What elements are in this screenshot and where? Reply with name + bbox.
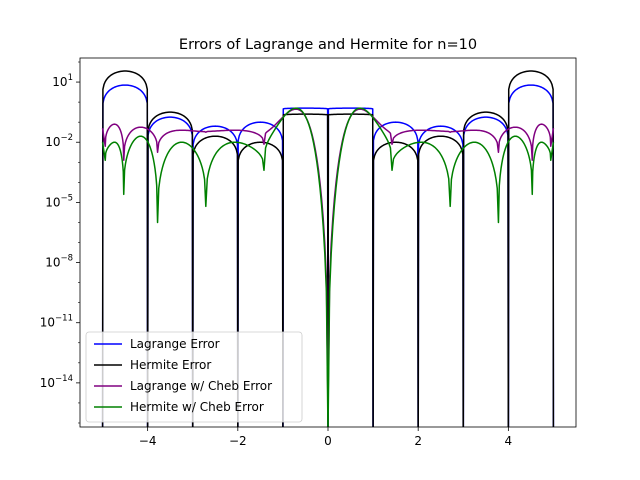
series-layer bbox=[101, 70, 555, 427]
legend: Lagrange Error Hermite Error Lagrange w/ C… bbox=[85, 331, 303, 423]
x-tick-label: 4 bbox=[505, 434, 513, 448]
legend-label-lagrange-error: Lagrange Error bbox=[130, 337, 220, 351]
y-tick-label: 10−14 bbox=[40, 374, 73, 390]
series-line-lagrange-error bbox=[101, 84, 555, 427]
x-tick-label: 2 bbox=[414, 434, 422, 448]
legend-label-lagrange-w-cheb-error: Lagrange w/ Cheb Error bbox=[130, 379, 272, 393]
legend-label-hermite-error: Hermite Error bbox=[130, 358, 211, 372]
y-tick-exponent: −14 bbox=[55, 374, 73, 384]
legend-label-hermite-w-cheb-error: Hermite w/ Cheb Error bbox=[130, 400, 264, 414]
chart-title: Errors of Lagrange and Hermite for n=10 bbox=[179, 37, 477, 53]
y-tick-exponent: −11 bbox=[55, 314, 73, 324]
x-tick-label: −4 bbox=[139, 434, 157, 448]
y-tick-exponent: −2 bbox=[60, 133, 73, 143]
x-tick-label: 0 bbox=[324, 434, 332, 448]
legend-box bbox=[85, 331, 303, 423]
series-line-hermite-w-cheb-error bbox=[101, 107, 555, 427]
y-tick-label: 10−5 bbox=[45, 193, 73, 209]
y-tick-label: 10−8 bbox=[45, 254, 73, 270]
x-axis: −4 −2 0 2 4 bbox=[139, 427, 512, 448]
y-tick-base: 10 bbox=[52, 75, 67, 89]
y-tick-exponent: −8 bbox=[60, 254, 73, 264]
y-tick-base: 10 bbox=[40, 316, 55, 330]
y-tick-exponent: 1 bbox=[68, 73, 73, 83]
series-line-hermite-error bbox=[101, 70, 555, 427]
x-tick-label: −2 bbox=[229, 434, 247, 448]
y-tick-base: 10 bbox=[45, 195, 60, 209]
y-tick-label: 10−2 bbox=[45, 133, 73, 149]
y-tick-label: 10−11 bbox=[40, 314, 73, 330]
y-tick-label: 101 bbox=[52, 73, 73, 89]
y-tick-base: 10 bbox=[45, 256, 60, 270]
y-tick-base: 10 bbox=[45, 135, 60, 149]
y-tick-base: 10 bbox=[40, 376, 55, 390]
y-tick-exponent: −5 bbox=[60, 193, 73, 203]
